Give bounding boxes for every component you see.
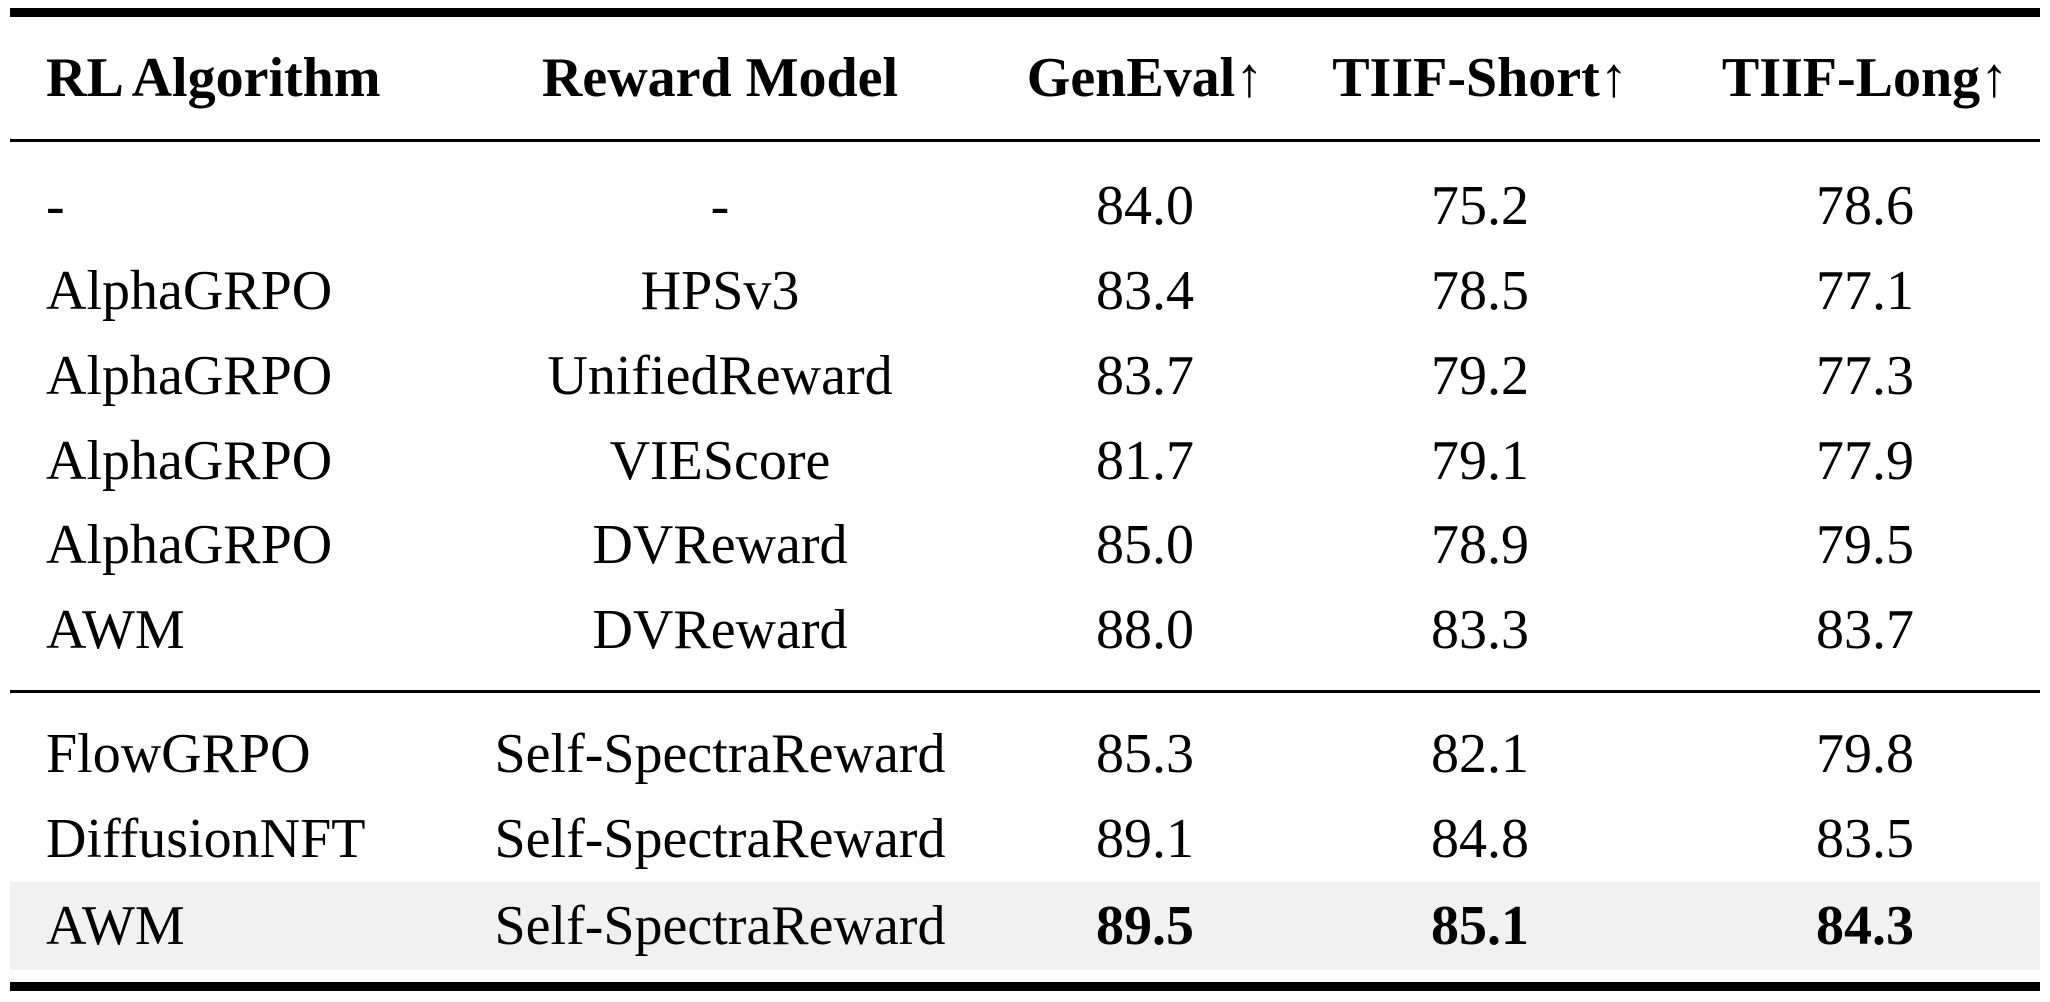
cell-tiif-long: 83.5 <box>1816 808 1914 870</box>
cell-tiif-long: 79.5 <box>1816 514 1914 576</box>
cell-geneval: 89.1 <box>1096 808 1194 870</box>
cell-rl-algorithm: - <box>46 175 65 237</box>
cell-geneval: 84.0 <box>1096 175 1194 237</box>
cell-tiif-short: 79.2 <box>1431 345 1529 407</box>
cell-geneval: 81.7 <box>1096 430 1194 492</box>
cell-geneval: 83.4 <box>1096 260 1194 322</box>
cell-tiif-long: 83.7 <box>1816 599 1914 661</box>
table-row: AlphaGRPO DVReward 85.0 78.9 79.5 <box>10 503 2040 587</box>
cell-reward-model: - <box>710 175 730 237</box>
header-tiif-long: TIIF-Long↑ <box>1721 47 2009 109</box>
cell-tiif-short: 79.1 <box>1431 430 1529 492</box>
cell-reward-model: UnifiedReward <box>547 345 893 407</box>
cell-tiif-short-best: 85.1 <box>1431 895 1529 957</box>
cell-reward-model: VIEScore <box>609 430 831 492</box>
cell-tiif-short: 78.5 <box>1431 260 1529 322</box>
cell-rl-algorithm: DiffusionNFT <box>46 808 366 870</box>
cell-rl-algorithm: AWM <box>46 599 185 661</box>
cell-tiif-short: 84.8 <box>1431 808 1529 870</box>
cell-reward-model: DVReward <box>592 599 848 661</box>
cell-tiif-short: 78.9 <box>1431 514 1529 576</box>
cell-tiif-long: 77.3 <box>1816 345 1914 407</box>
cell-geneval: 85.0 <box>1096 514 1194 576</box>
table-header-row: RL Algorithm Reward Model GenEval↑ TIIF-… <box>10 36 2040 120</box>
cell-reward-model: DVReward <box>592 514 848 576</box>
header-rl-algorithm: RL Algorithm <box>46 47 381 109</box>
cell-geneval-best: 89.5 <box>1096 895 1194 957</box>
table-row: DiffusionNFT Self-SpectraReward 89.1 84.… <box>10 797 2040 881</box>
cell-reward-model: Self-SpectraReward <box>494 808 946 870</box>
table-row: AWM DVReward 88.0 83.3 83.7 <box>10 588 2040 672</box>
cell-tiif-long-best: 84.3 <box>1816 895 1914 957</box>
cell-reward-model: Self-SpectraReward <box>494 723 946 785</box>
table-row: FlowGRPO Self-SpectraReward 85.3 82.1 79… <box>10 712 2040 796</box>
table-row: - - 84.0 75.2 78.6 <box>10 164 2040 248</box>
cell-rl-algorithm: AlphaGRPO <box>46 345 333 407</box>
cell-rl-algorithm: AlphaGRPO <box>46 260 333 322</box>
cell-rl-algorithm: AlphaGRPO <box>46 514 333 576</box>
cell-geneval: 88.0 <box>1096 599 1194 661</box>
cell-tiif-short: 75.2 <box>1431 175 1529 237</box>
header-divider-rule <box>10 139 2040 142</box>
cell-tiif-short: 83.3 <box>1431 599 1529 661</box>
table-bottom-rule <box>10 982 2040 991</box>
cell-tiif-long: 79.8 <box>1816 723 1914 785</box>
header-geneval: GenEval↑ <box>1026 47 1264 109</box>
cell-geneval: 85.3 <box>1096 723 1194 785</box>
cell-rl-algorithm: FlowGRPO <box>46 723 311 785</box>
table-row-highlighted: AWM Self-SpectraReward 89.5 85.1 84.3 <box>10 882 2040 970</box>
cell-tiif-short: 82.1 <box>1431 723 1529 785</box>
cell-rl-algorithm: AlphaGRPO <box>46 430 333 492</box>
cell-tiif-long: 78.6 <box>1816 175 1914 237</box>
table-row: AlphaGRPO HPSv3 83.4 78.5 77.1 <box>10 249 2040 333</box>
cell-reward-model: Self-SpectraReward <box>494 895 946 957</box>
header-reward-model: Reward Model <box>541 47 899 109</box>
table-row: AlphaGRPO UnifiedReward 83.7 79.2 77.3 <box>10 334 2040 418</box>
group-divider-rule <box>10 690 2040 693</box>
cell-tiif-long: 77.1 <box>1816 260 1914 322</box>
cell-tiif-long: 77.9 <box>1816 430 1914 492</box>
cell-reward-model: HPSv3 <box>640 260 800 322</box>
header-tiif-short: TIIF-Short↑ <box>1332 47 1628 109</box>
table-row: AlphaGRPO VIEScore 81.7 79.1 77.9 <box>10 419 2040 503</box>
table-top-rule <box>10 8 2040 17</box>
cell-geneval: 83.7 <box>1096 345 1194 407</box>
cell-rl-algorithm: AWM <box>46 895 185 957</box>
